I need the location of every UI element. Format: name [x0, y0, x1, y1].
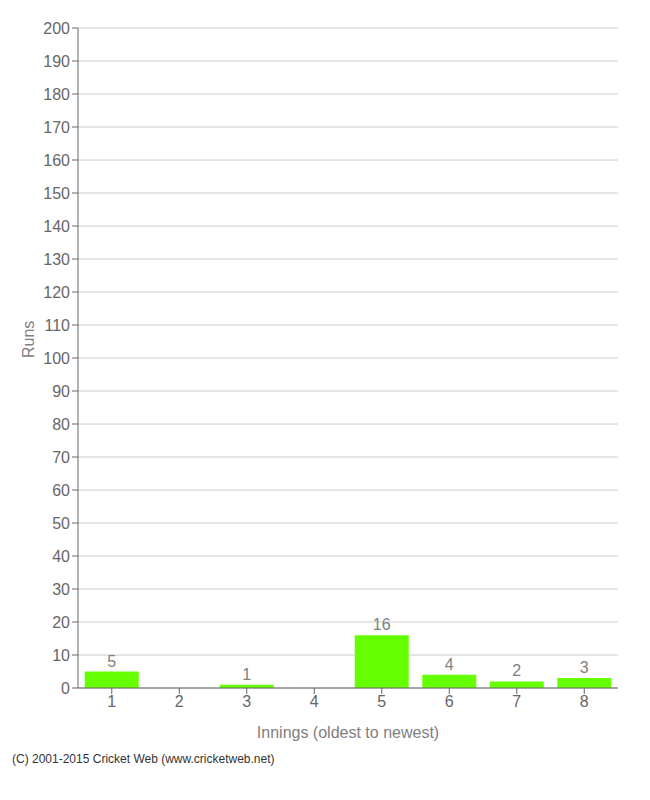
- svg-text:50: 50: [52, 515, 70, 532]
- svg-text:20: 20: [52, 614, 70, 631]
- svg-text:40: 40: [52, 548, 70, 565]
- svg-text:6: 6: [445, 693, 454, 710]
- svg-text:130: 130: [43, 251, 70, 268]
- svg-text:120: 120: [43, 284, 70, 301]
- svg-text:8: 8: [580, 693, 589, 710]
- svg-text:0: 0: [61, 680, 70, 697]
- svg-text:10: 10: [52, 647, 70, 664]
- svg-text:170: 170: [43, 119, 70, 136]
- svg-text:200: 200: [43, 20, 70, 37]
- svg-text:80: 80: [52, 416, 70, 433]
- svg-text:70: 70: [52, 449, 70, 466]
- svg-text:150: 150: [43, 185, 70, 202]
- html-text:(C) 2001-2015 Cricket Web (www: (C) 2001-2015 Cricket Web (www.cricketwe…: [12, 752, 275, 766]
- svg-text:4: 4: [445, 656, 454, 673]
- svg-text:90: 90: [52, 383, 70, 400]
- svg-text:3: 3: [580, 659, 589, 676]
- svg-text:60: 60: [52, 482, 70, 499]
- svg-text:190: 190: [43, 53, 70, 70]
- svg-text:4: 4: [310, 693, 319, 710]
- svg-text:1: 1: [107, 693, 116, 710]
- svg-text:5: 5: [107, 653, 116, 670]
- svg-text:5: 5: [377, 693, 386, 710]
- svg-text:140: 140: [43, 218, 70, 235]
- svg-text:2: 2: [512, 662, 521, 679]
- svg-text:2: 2: [175, 693, 184, 710]
- svg-text:110: 110: [44, 317, 70, 334]
- svg-text:Runs: Runs: [20, 321, 37, 358]
- svg-text:7: 7: [512, 693, 521, 710]
- svg-text:16: 16: [373, 616, 391, 633]
- svg-text:30: 30: [52, 581, 70, 598]
- svg-text:Innings (oldest to newest): Innings (oldest to newest): [257, 724, 439, 741]
- svg-text:100: 100: [43, 350, 70, 367]
- svg-text:180: 180: [43, 86, 70, 103]
- svg-text:3: 3: [242, 693, 251, 710]
- svg-text:1: 1: [242, 666, 251, 683]
- svg-text:160: 160: [43, 152, 70, 169]
